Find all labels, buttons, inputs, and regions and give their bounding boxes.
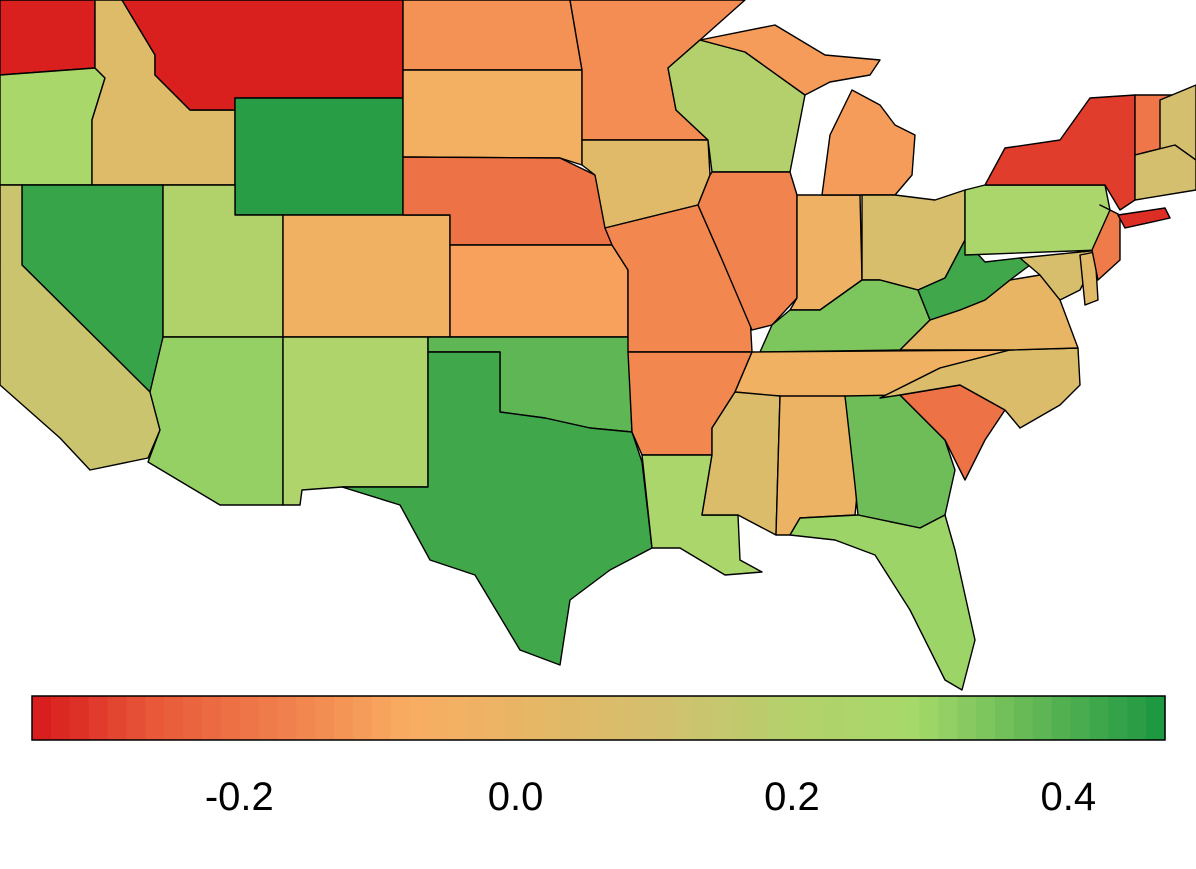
state-sd — [402, 69, 583, 166]
colorbar-step — [881, 696, 902, 740]
state-il — [697, 171, 798, 331]
state-mi — [821, 89, 916, 196]
colorbar-step — [466, 696, 486, 740]
colorbar-step — [315, 696, 335, 740]
colorbar-step — [579, 696, 600, 740]
state-wy — [234, 97, 404, 216]
colorbar-step — [919, 696, 939, 740]
colorbar-step — [636, 696, 656, 740]
colorbar-step — [787, 696, 807, 740]
colorbar-step — [768, 696, 788, 740]
colorbar-step — [485, 696, 505, 740]
colorbar-step — [371, 696, 392, 740]
state-ca — [0, 184, 161, 471]
colorbar-ticks: -0.2 0.0 0.2 0.4 — [205, 775, 1096, 819]
state-ms — [701, 391, 781, 536]
colorbar-tick-label: 0.0 — [488, 775, 544, 819]
colorbar-step — [277, 696, 297, 740]
colorbar-tick-label: -0.2 — [205, 775, 274, 819]
colorbar-step — [69, 696, 90, 740]
colorbar-step — [1127, 696, 1147, 740]
colorbar-step — [220, 696, 241, 740]
colorbar-step — [1146, 696, 1166, 740]
colorbar-step — [995, 696, 1015, 740]
states-layer — [0, 0, 1196, 691]
colorbar-step — [390, 696, 411, 740]
state-nc — [879, 347, 1081, 429]
state-co — [282, 214, 451, 338]
colorbar-step — [145, 696, 165, 740]
colorbar-step — [50, 696, 71, 740]
colorbar-step — [164, 696, 184, 740]
state-al — [775, 395, 859, 536]
colorbar-step — [560, 696, 581, 740]
colorbar-step — [976, 696, 996, 740]
state-wa-edge — [0, 0, 96, 76]
state-tx — [341, 351, 653, 666]
colorbar-tick-label: 0.2 — [764, 775, 820, 819]
colorbar-step — [409, 696, 430, 740]
colorbar-step — [258, 696, 279, 740]
colorbar-tick-label: 0.4 — [1040, 775, 1096, 819]
state-de — [1079, 251, 1099, 306]
colorbar-gradient — [32, 696, 1166, 740]
colorbar-step — [843, 696, 864, 740]
colorbar: -0.2 0.0 0.2 0.4 — [31, 695, 1166, 819]
colorbar-frame — [31, 695, 1166, 741]
state-fl — [789, 514, 976, 691]
colorbar-step — [806, 696, 826, 740]
colorbar-step — [183, 696, 203, 740]
state-md — [1019, 249, 1101, 301]
colorbar-step — [825, 696, 845, 740]
state-nd — [402, 0, 583, 71]
colorbar-step — [711, 696, 732, 740]
colorbar-step — [126, 696, 146, 740]
colorbar-step — [655, 696, 675, 740]
colorbar-step — [900, 696, 921, 740]
state-ks — [449, 244, 629, 338]
colorbar-step — [32, 696, 52, 740]
colorbar-step — [692, 696, 713, 740]
colorbar-step — [541, 696, 562, 740]
colorbar-step — [674, 696, 694, 740]
colorbar-step — [1013, 696, 1034, 740]
state-pa — [964, 184, 1111, 256]
state-nm — [282, 336, 429, 506]
colorbar-step — [201, 696, 222, 740]
colorbar-step — [1032, 696, 1053, 740]
colorbar-step — [447, 696, 467, 740]
colorbar-step — [1089, 696, 1109, 740]
colorbar-step — [1070, 696, 1091, 740]
colorbar-step — [504, 696, 524, 740]
state-or — [0, 67, 106, 186]
colorbar-step — [1051, 696, 1072, 740]
colorbar-step — [938, 696, 958, 740]
colorbar-step — [88, 696, 109, 740]
colorbar-step — [428, 696, 449, 740]
colorbar-step — [353, 696, 373, 740]
colorbar-step — [598, 696, 618, 740]
colorbar-step — [334, 696, 354, 740]
colorbar-step — [296, 696, 316, 740]
colorbar-step — [1108, 696, 1128, 740]
state-ma — [1134, 144, 1196, 201]
colorbar-step — [522, 696, 543, 740]
state-nh — [1159, 84, 1196, 166]
colorbar-step — [730, 696, 751, 740]
colorbar-step — [957, 696, 977, 740]
state-ct — [1117, 207, 1171, 229]
state-mi-up — [699, 24, 881, 96]
colorbar-step — [749, 696, 770, 740]
colorbar-step — [862, 696, 883, 740]
colorbar-step — [239, 696, 260, 740]
colorbar-step — [617, 696, 637, 740]
state-az — [147, 336, 284, 506]
colorbar-step — [107, 696, 128, 740]
